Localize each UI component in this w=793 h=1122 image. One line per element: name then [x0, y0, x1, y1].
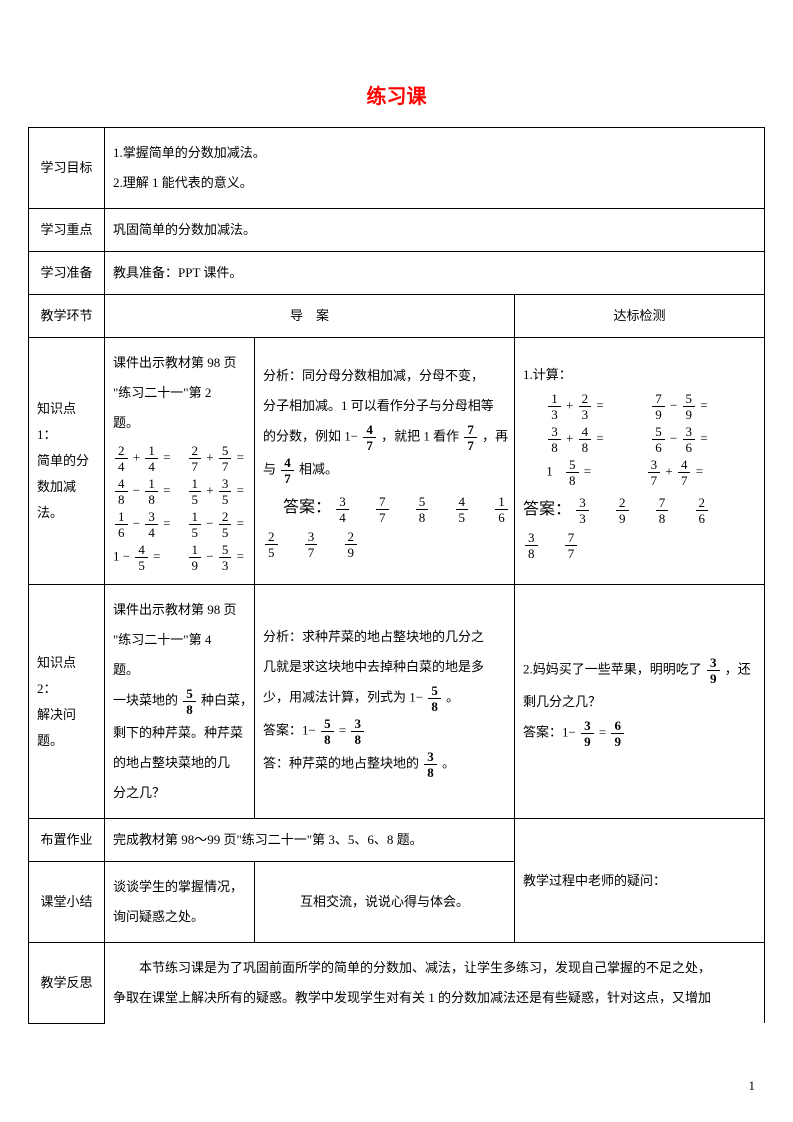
- text-line: 知识点 1：: [37, 396, 96, 448]
- row-content: 本节练习课是为了巩固前面所学的简单的分数加、减法，让学生多练习，发现自己掌握的不…: [105, 943, 765, 1024]
- row-label: 布置作业: [29, 819, 105, 862]
- table-row: 学习目标 1.掌握简单的分数加减法。 2.理解 1 能代表的意义。: [29, 128, 765, 209]
- row-content: 谈谈学生的掌握情况， 询问疑惑之处。: [105, 862, 255, 943]
- equation: 13 + 23 = 79 − 59 =: [523, 392, 756, 421]
- teacher-question: 教学过程中老师的疑问：: [515, 819, 765, 943]
- text-line: 题。: [113, 657, 246, 683]
- text-line: 1.计算：: [523, 362, 756, 388]
- text-line: 1.掌握简单的分数加减法。: [113, 140, 756, 166]
- equation: 16 − 34 =: [113, 510, 173, 539]
- text-line: 剩几分之几？: [523, 689, 756, 715]
- equation: 48 − 18 =: [113, 477, 173, 506]
- text-line: 争取在课堂上解决所有的疑惑。教学中发现学生对有关 1 的分数加减法还是有些疑惑，…: [113, 985, 756, 1011]
- text-line: 剩下的种芹菜。种芹菜: [113, 720, 246, 746]
- row-content: 巩固简单的分数加减法。: [105, 209, 765, 252]
- column-header: 达标检测: [515, 295, 765, 338]
- text-line: 课件出示教材第 98 页: [113, 350, 246, 376]
- table-row: 教学反思 本节练习课是为了巩固前面所学的简单的分数加、减法，让学生多练习，发现自…: [29, 943, 765, 1024]
- kp2-colB: 分析：求种芹菜的地占整块地的几分之 几就是求这块地中去掉种白菜的地是多 少，用减…: [255, 585, 515, 819]
- page-number: 1: [749, 1078, 756, 1094]
- equation: 1 58 = 37 + 47 =: [523, 458, 756, 487]
- row-content: 教具准备：PPT 课件。: [105, 252, 765, 295]
- text-line: "练习二十一"第 2: [113, 380, 246, 406]
- text-line: 谈谈学生的掌握情况，: [113, 874, 246, 900]
- text-line: 课件出示教材第 98 页: [113, 597, 246, 623]
- table-row: 学习准备 教具准备：PPT 课件。: [29, 252, 765, 295]
- kp1-label: 知识点 1： 简单的分 数加减法。: [29, 338, 105, 585]
- page-title: 练习课: [28, 80, 765, 109]
- table-row: 教学环节 导 案 达标检测: [29, 295, 765, 338]
- answer-line: 答案： 34 77 58 45 16 25 37 29: [263, 489, 506, 559]
- equation: 27 + 57 =: [187, 444, 247, 473]
- equation: 38 + 48 = 56 − 36 =: [523, 425, 756, 454]
- text-line: 的分数，例如 1− 47 ，就把 1 看作 77 ，再: [263, 423, 506, 452]
- equation: 24 + 14 =: [113, 444, 173, 473]
- kp1-colC: 1.计算： 13 + 23 = 79 − 59 = 38 + 48 =: [515, 338, 765, 585]
- table-row: 知识点 2： 解决问题。 课件出示教材第 98 页 "练习二十一"第 4 题。 …: [29, 585, 765, 819]
- row-label: 课堂小结: [29, 862, 105, 943]
- text-line: 知识点 2：: [37, 650, 96, 702]
- row-content: 1.掌握简单的分数加减法。 2.理解 1 能代表的意义。: [105, 128, 765, 209]
- text-line: 简单的分: [37, 448, 96, 474]
- table-row: 学习重点 巩固简单的分数加减法。: [29, 209, 765, 252]
- text-line: 分之几？: [113, 780, 246, 806]
- equation: 19 − 53 =: [187, 543, 247, 572]
- kp2-colC: 2.妈妈买了一些苹果，明明吃了 39 ，还 剩几分之几？ 答案：1− 39 = …: [515, 585, 765, 819]
- text-line: 几就是求这块地中去掉种白菜的地是多: [263, 654, 506, 680]
- text-line: "练习二十一"第 4: [113, 627, 246, 653]
- table-row: 布置作业 完成教材第 98～99 页"练习二十一"第 3、5、6、8 题。 教学…: [29, 819, 765, 862]
- text-line: 的地占整块菜地的几: [113, 750, 246, 776]
- column-header: 导 案: [105, 295, 515, 338]
- equation: 15 + 35 =: [187, 477, 247, 506]
- row-content: 互相交流，说说心得与体会。: [255, 862, 515, 943]
- kp1-colB: 分析：同分母分数相加减，分母不变， 分子相加减。1 可以看作分子与分母相等 的分…: [255, 338, 515, 585]
- text-line: 分析：同分母分数相加减，分母不变，: [263, 363, 506, 389]
- text-line: 2.理解 1 能代表的意义。: [113, 170, 756, 196]
- text-line: 分析：求种芹菜的地占整块地的几分之: [263, 624, 506, 650]
- row-label: 学习准备: [29, 252, 105, 295]
- text-line: 一块菜地的 58 种白菜，: [113, 687, 246, 716]
- answer-line: 答案：1− 39 = 69: [523, 719, 756, 748]
- text-line: 题。: [113, 410, 246, 436]
- row-label: 教学环节: [29, 295, 105, 338]
- lesson-table: 学习目标 1.掌握简单的分数加减法。 2.理解 1 能代表的意义。 学习重点 巩…: [28, 127, 765, 1024]
- text-line: 解决问题。: [37, 702, 96, 754]
- answer-line: 答案： 33 29 78 26 38 77: [523, 491, 756, 561]
- text-line: 本节练习课是为了巩固前面所学的简单的分数加、减法，让学生多练习，发现自己掌握的不…: [113, 955, 756, 981]
- equation: 15 − 25 =: [187, 510, 247, 539]
- text-line: 分子相加减。1 可以看作分子与分母相等: [263, 393, 506, 419]
- text-line: 答：种芹菜的地占整块地的 38 。: [263, 750, 506, 779]
- text-line: 少，用减法计算，列式为 1− 58 。: [263, 684, 506, 713]
- text-line: 与 47 相减。: [263, 456, 506, 485]
- row-label: 教学反思: [29, 943, 105, 1024]
- text-line: 询问疑惑之处。: [113, 904, 246, 930]
- row-label: 学习重点: [29, 209, 105, 252]
- text-line: 数加减法。: [37, 474, 96, 526]
- text-line: 2.妈妈买了一些苹果，明明吃了 39 ，还: [523, 656, 756, 685]
- kp2-colA: 课件出示教材第 98 页 "练习二十一"第 4 题。 一块菜地的 58 种白菜，…: [105, 585, 255, 819]
- kp1-colA: 课件出示教材第 98 页 "练习二十一"第 2 题。 24 + 14 = 48 …: [105, 338, 255, 585]
- table-row: 知识点 1： 简单的分 数加减法。 课件出示教材第 98 页 "练习二十一"第 …: [29, 338, 765, 585]
- answer-line: 答案：1− 58 = 38: [263, 717, 506, 746]
- row-content: 完成教材第 98～99 页"练习二十一"第 3、5、6、8 题。: [105, 819, 515, 862]
- kp2-label: 知识点 2： 解决问题。: [29, 585, 105, 819]
- row-label: 学习目标: [29, 128, 105, 209]
- equation: 1 − 45 =: [113, 543, 173, 572]
